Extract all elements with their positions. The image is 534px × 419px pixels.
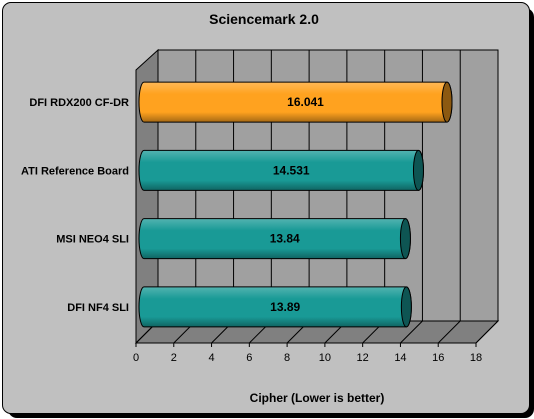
x-axis-label: Cipher (Lower is better) [250,391,385,405]
bar-end-cap [441,81,453,123]
data-label: 16.041 [287,95,324,109]
x-tick-label: 0 [133,352,139,364]
x-tick-label: 12 [357,352,369,364]
data-label: 13.84 [270,232,300,246]
gridline [475,320,499,344]
data-label: 14.531 [273,163,310,177]
bar-end-cap [412,149,424,191]
data-label: 13.89 [270,300,300,314]
category-label: DFI NF4 SLI [67,302,129,314]
x-tick-label: 2 [171,352,177,364]
category-label: ATI Reference Board [21,165,129,177]
bar-end-cap [399,218,411,260]
chart-title: Sciencemark 2.0 [209,11,319,27]
gridline [437,320,461,344]
x-tick-label: 4 [208,352,214,364]
plot-area: 0 2 4 6 8 10 12 14 16 18 DFI RDX200 CF-DR 16.041 ATI… [21,48,500,364]
x-tick-label: 8 [284,352,290,364]
bar-end-cap [400,286,412,328]
x-tick-label: 6 [246,352,252,364]
gridline [400,320,423,344]
x-tick-label: 16 [432,352,444,364]
x-tick-label: 18 [470,352,482,364]
category-label: MSI NEO4 SLI [56,234,129,246]
category-label: DFI RDX200 CF-DR [29,97,129,109]
x-tick-label: 14 [394,352,406,364]
x-tick-label: 10 [319,352,331,364]
